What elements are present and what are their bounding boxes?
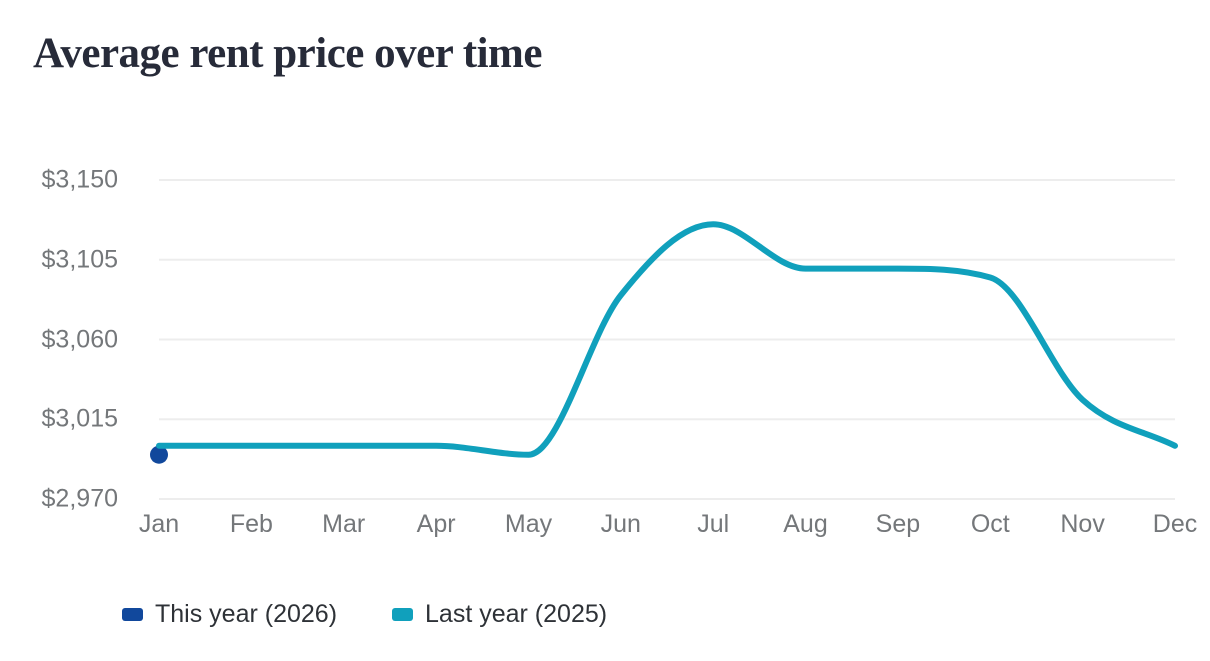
- legend-item-last-year[interactable]: Last year (2025): [392, 600, 607, 629]
- legend: This year (2026) Last year (2025): [122, 600, 607, 629]
- x-axis-label-feb: Feb: [229, 510, 273, 538]
- series-line-1: [156, 221, 1178, 458]
- y-axis-label-4: $2,970: [41, 484, 118, 513]
- y-axis-label-2: $3,060: [41, 325, 118, 353]
- x-axis-label-apr: Apr: [416, 510, 456, 538]
- legend-item-this-year[interactable]: This year (2026): [122, 600, 337, 629]
- x-axis-label-may: May: [504, 510, 553, 538]
- x-axis-label-jun: Jun: [600, 510, 641, 538]
- x-axis-label-jul: Jul: [697, 510, 730, 538]
- x-axis-label-jan: Jan: [138, 510, 180, 538]
- y-axis-label-1: $3,105: [41, 245, 118, 274]
- x-axis-label-mar: Mar: [322, 510, 366, 538]
- legend-swatch-this-year-icon: [122, 608, 143, 621]
- chart-title: Average rent price over time: [33, 30, 542, 77]
- x-axis-label-aug: Aug: [783, 510, 828, 538]
- x-axis-label-dec: Dec: [1152, 510, 1198, 538]
- x-axis-label-oct: Oct: [970, 510, 1010, 538]
- legend-label-this-year: This year (2026): [155, 600, 338, 628]
- legend-label-last-year: Last year (2025): [425, 600, 608, 628]
- legend-swatch-last-year-icon: [392, 608, 414, 621]
- x-axis-label-sep: Sep: [875, 510, 921, 538]
- series-point-0: [150, 445, 168, 464]
- y-axis-label-3: $3,015: [41, 404, 118, 433]
- y-axis-label-0: $3,150: [41, 165, 118, 194]
- x-axis-label-nov: Nov: [1060, 510, 1105, 538]
